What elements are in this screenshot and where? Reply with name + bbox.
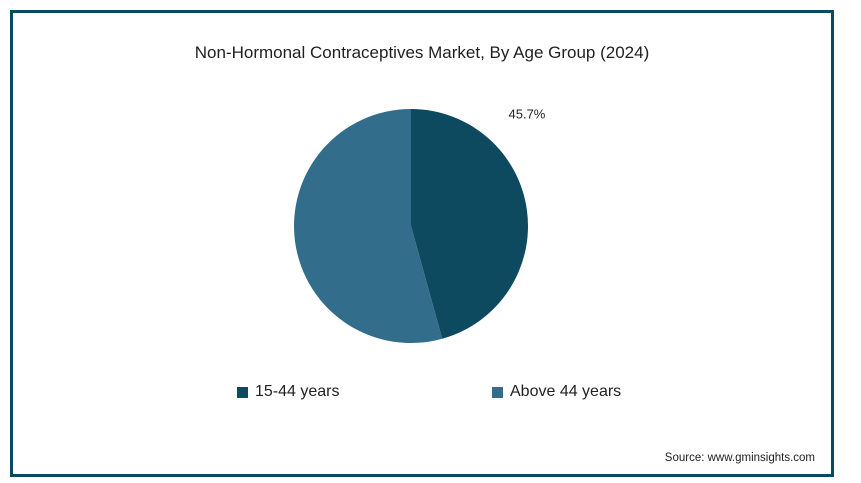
legend-swatch-above-44 (492, 386, 503, 398)
legend-item-15-44: 15-44 years (237, 383, 340, 401)
data-label-15-44-years: 45.7% (509, 106, 546, 121)
legend-swatch-15-44 (237, 386, 248, 398)
legend-label-15-44: 15-44 years (255, 383, 340, 400)
legend-label-above-44: Above 44 years (510, 383, 622, 400)
legend: 15-44 years Above 44 years (13, 383, 831, 407)
chart-frame: Non-Hormonal Contraceptives Market, By A… (10, 10, 834, 477)
source-note: Source: www.gminsights.com (664, 452, 815, 464)
pie-chart: 45.7% (294, 106, 546, 344)
pie-slice-above-44-years (294, 109, 443, 344)
pie-slice-15-44-years (411, 109, 528, 339)
legend-item-above-44: Above 44 years (492, 383, 621, 401)
chart-title: Non-Hormonal Contraceptives Market, By A… (194, 43, 650, 62)
